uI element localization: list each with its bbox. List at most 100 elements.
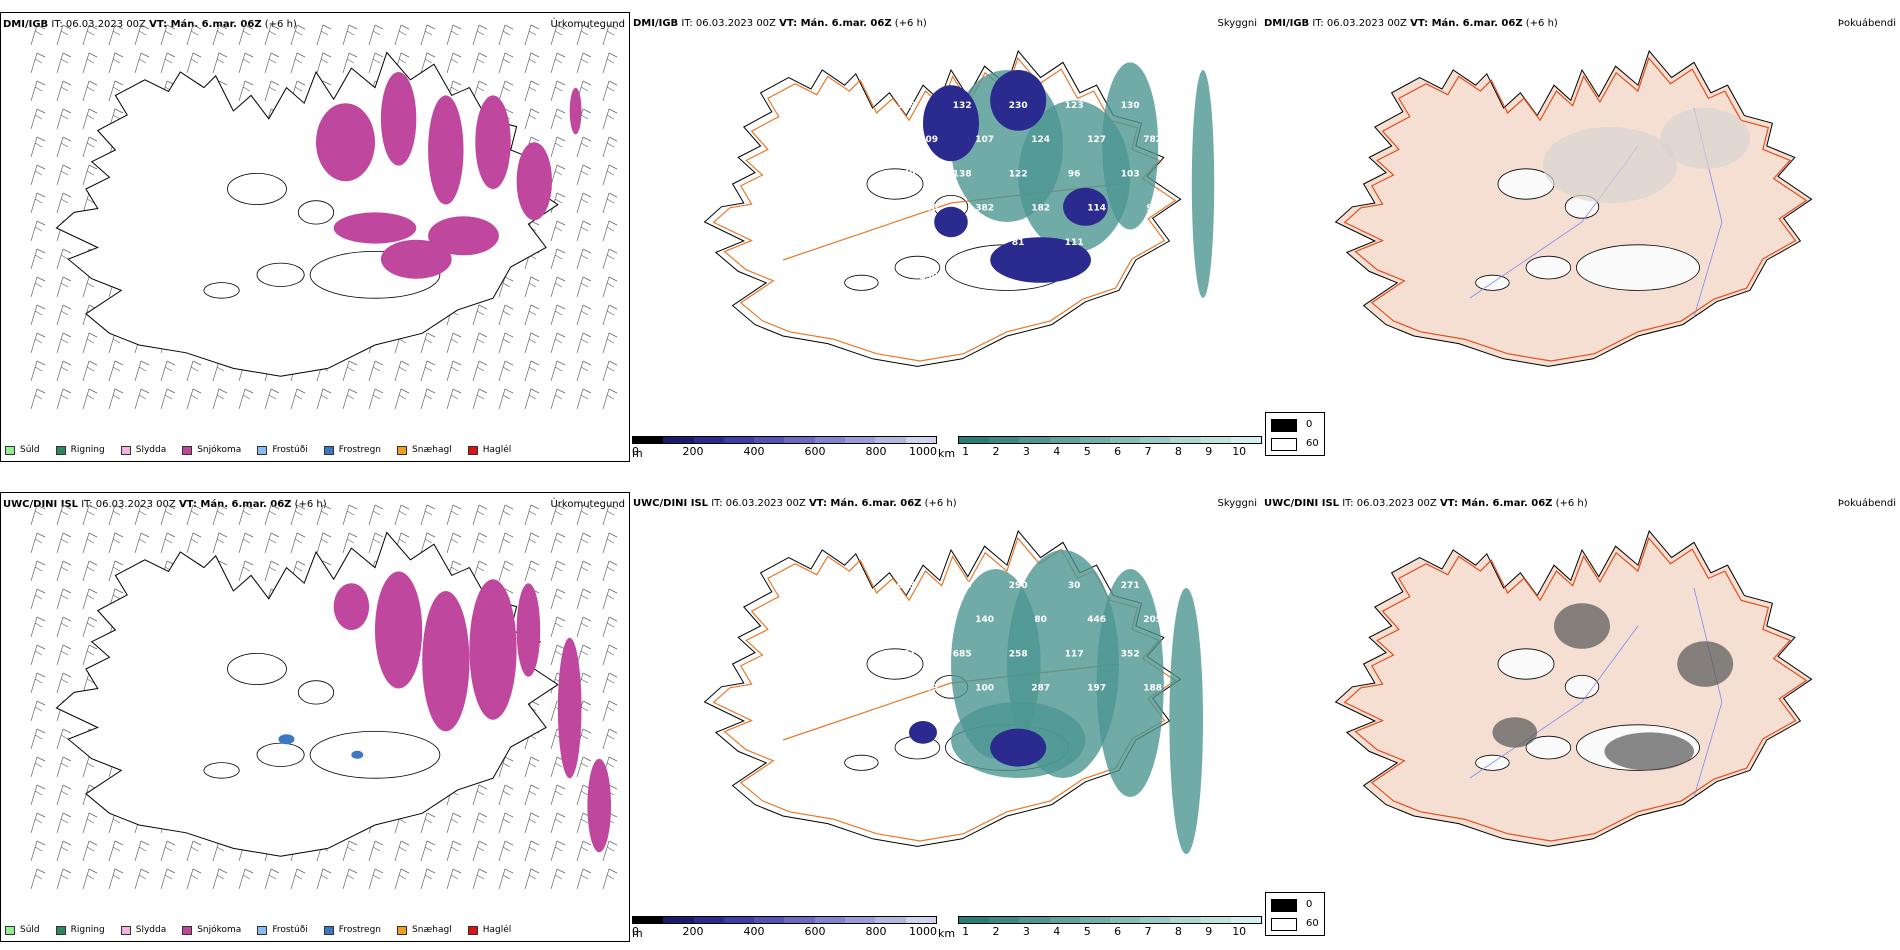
fog-area bbox=[1677, 641, 1734, 687]
snow-area bbox=[557, 637, 582, 779]
precip-legend: Súld Rigning Slydda Snjókoma Frostúði Frostre… bbox=[5, 445, 511, 455]
precip-legend-item: Haglél bbox=[467, 925, 511, 935]
colorbar-strip bbox=[632, 916, 937, 924]
visibility-value: 190 bbox=[919, 272, 938, 282]
visibility-value: 160 bbox=[975, 272, 994, 282]
rivers bbox=[1469, 587, 1723, 798]
fog-areas bbox=[1542, 108, 1750, 203]
roads bbox=[1343, 56, 1808, 362]
low-visibility-area bbox=[990, 728, 1047, 767]
legend-swatch bbox=[397, 925, 408, 935]
precip-legend-item: Slydda bbox=[120, 445, 167, 455]
colorbar-tick: 9 bbox=[1205, 445, 1213, 458]
snow-area bbox=[380, 72, 417, 166]
visibility-map: 683 279 290 30 271 129 140 80 446 205 961 685 258 117… bbox=[703, 529, 1203, 854]
panel-label: Þokuábendi bbox=[1837, 18, 1896, 29]
visibility-value: 115 bbox=[897, 238, 916, 248]
glacier-outline bbox=[1525, 255, 1572, 280]
colorbar-step bbox=[1140, 437, 1171, 443]
visibility-colorbar-km: 1 2 3 4 5 6 7 8 9 10 bbox=[958, 436, 1262, 458]
visibility-value: 287 bbox=[1031, 684, 1050, 694]
colorbar-step bbox=[723, 917, 755, 923]
colorbar-tick: 7 bbox=[1144, 925, 1152, 938]
precip-legend-item: Haglél bbox=[467, 445, 512, 455]
colorbar-step bbox=[754, 437, 785, 443]
colorbar-step bbox=[1110, 917, 1141, 923]
legend-label: Snæhagl bbox=[412, 925, 452, 935]
visibility-value: 205 bbox=[1143, 615, 1162, 625]
precip-legend-item: Snjókoma bbox=[182, 445, 241, 455]
colorbar-unit-m: m bbox=[632, 447, 643, 460]
visibility-colorbar-m: 0 200 400 600 800 1000 bbox=[632, 916, 937, 938]
fog-legend-swatch-low bbox=[1271, 419, 1297, 432]
colorbar-step bbox=[1019, 917, 1050, 923]
visibility-value: 80 bbox=[1034, 615, 1047, 625]
snow-areas bbox=[316, 72, 582, 279]
visibility-value: 158 bbox=[1121, 238, 1140, 248]
precip-legend-item: Rigning bbox=[55, 445, 105, 455]
fog-area bbox=[1554, 603, 1610, 649]
colorbar-step bbox=[1019, 437, 1050, 443]
visibility-value: 961 bbox=[897, 649, 916, 659]
colorbar-step bbox=[959, 917, 990, 923]
visibility-value: 197 bbox=[1087, 684, 1106, 694]
colorbar-step bbox=[1200, 917, 1231, 923]
colorbar-tick: 2 bbox=[992, 445, 1000, 458]
legend-label: Frostregn bbox=[338, 925, 382, 935]
glacier-outline bbox=[1497, 648, 1555, 680]
visibility-value: 352 bbox=[1121, 649, 1140, 659]
colorbar-unit-m: m bbox=[632, 927, 643, 940]
colorbar-step bbox=[814, 437, 846, 443]
visibility-value: 130 bbox=[1121, 101, 1140, 111]
colorbar-tick: 800 bbox=[865, 445, 887, 458]
panel-label: Þokuábendi bbox=[1837, 498, 1896, 509]
legend-label: Snjókoma bbox=[197, 925, 242, 935]
legend-label: Slydda bbox=[135, 445, 167, 455]
legend-swatch bbox=[257, 925, 268, 935]
fog-panel-bottom: UWC/DINI ISL IT: 06.03.2023 00Z VT: Mán.… bbox=[1262, 492, 1900, 942]
snow-area bbox=[516, 142, 552, 221]
legend-swatch bbox=[182, 445, 193, 455]
snow-areas bbox=[333, 571, 611, 853]
panel-title: UWC/DINI ISL IT: 06.03.2023 00Z VT: Mán.… bbox=[1264, 498, 1588, 509]
low-visibility-area bbox=[909, 721, 937, 744]
fog-areas bbox=[1492, 603, 1734, 771]
legend-swatch bbox=[55, 925, 66, 935]
colorbar-step bbox=[784, 437, 815, 443]
colorbar-tick: 600 bbox=[804, 445, 826, 458]
snow-area bbox=[469, 579, 517, 720]
glacier-outline bbox=[256, 742, 305, 767]
legend-label: Súld bbox=[20, 925, 40, 935]
colorbar-tick: 5 bbox=[1083, 445, 1091, 458]
glacier-outline bbox=[1525, 735, 1572, 760]
legend-label: Haglél bbox=[482, 445, 512, 455]
glacier-outline bbox=[256, 262, 305, 287]
precip-panel-bottom: UWC/DINI ISL IT: 06.03.2023 00Z VT: Mán.… bbox=[0, 492, 630, 942]
legend-label: Frostúði bbox=[272, 445, 308, 455]
colorbar-step bbox=[845, 437, 876, 443]
legend-swatch bbox=[323, 445, 334, 455]
glacier-outline bbox=[1564, 675, 1600, 699]
colorbar-tick: 200 bbox=[682, 445, 704, 458]
visibility-value: 683 bbox=[897, 581, 916, 591]
visibility-value: 124 bbox=[1031, 135, 1050, 145]
colorbar-step bbox=[1230, 917, 1262, 923]
legend-label: Snjókoma bbox=[197, 445, 242, 455]
fog-map bbox=[1334, 529, 1813, 847]
visibility-value: 258 bbox=[1009, 649, 1028, 659]
visibility-value: 309 bbox=[919, 135, 938, 145]
precip-legend: Súld Rigning Slydda Snjókoma Frostúði Frostre… bbox=[5, 925, 511, 935]
fog-legend-high: 60 bbox=[1306, 438, 1319, 449]
visibility-value: 271 bbox=[1121, 581, 1140, 591]
fog-legend: 0 60 bbox=[1265, 892, 1325, 936]
snow-area bbox=[333, 212, 417, 244]
legend-swatch bbox=[5, 445, 15, 455]
visibility-value: 188 bbox=[1143, 684, 1162, 694]
colorbar-tick: 1000 bbox=[909, 445, 937, 458]
colorbar-step bbox=[1049, 917, 1080, 923]
snow-area bbox=[316, 103, 375, 182]
colorbar-tick: 0 bbox=[632, 445, 639, 458]
panel-label: Úrkomutegund bbox=[550, 19, 625, 30]
glacier-outline bbox=[203, 762, 240, 779]
visibility-panel-top: DMI/IGB IT: 06.03.2023 00Z VT: Mán. 6.ma… bbox=[631, 12, 1261, 462]
